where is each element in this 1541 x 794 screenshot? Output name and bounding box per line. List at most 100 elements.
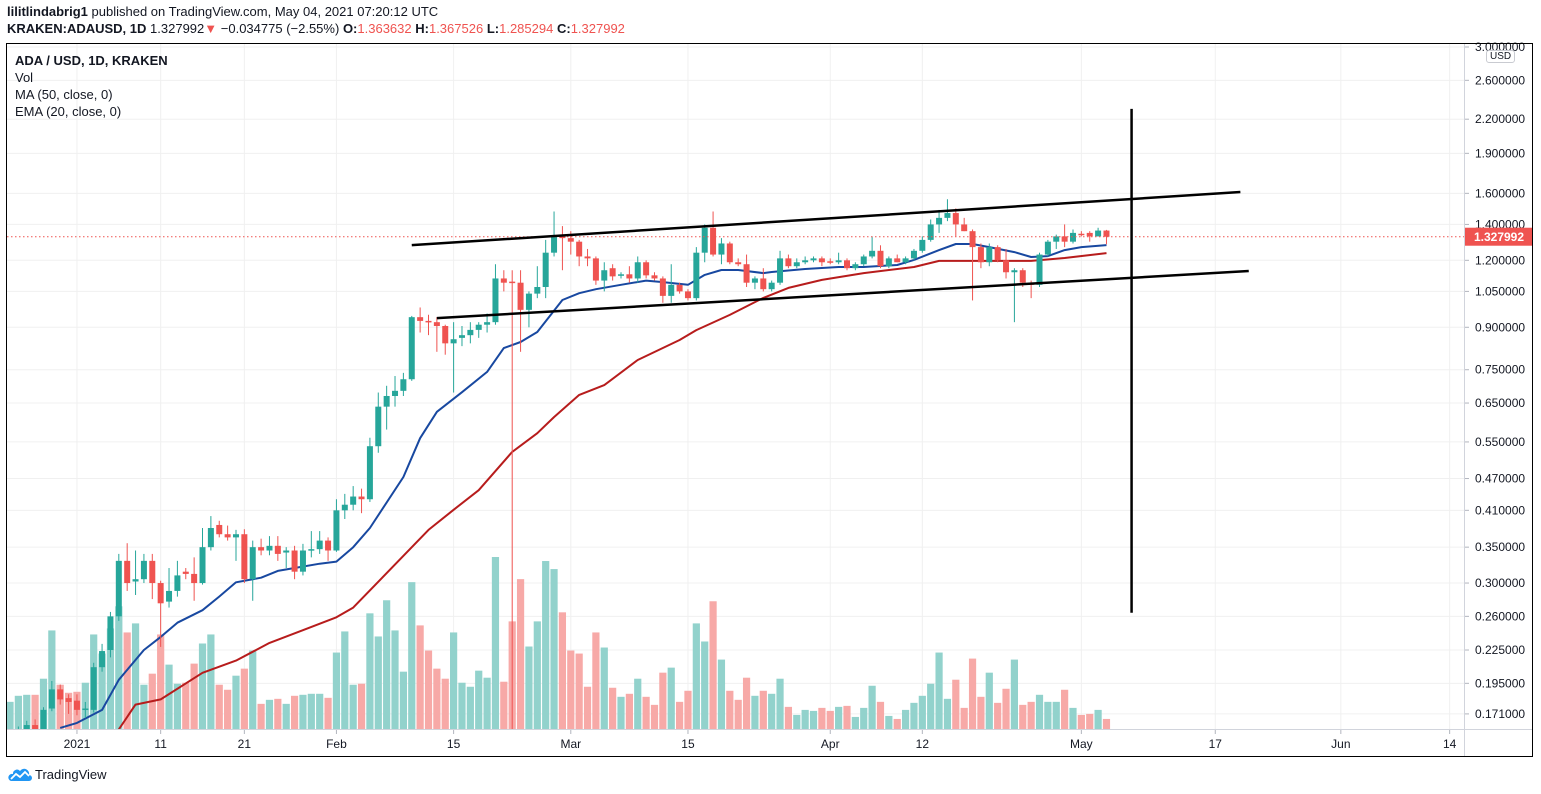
candle[interactable] [877, 245, 884, 269]
candle[interactable] [626, 266, 633, 283]
candle[interactable] [902, 256, 909, 265]
candle[interactable] [936, 209, 943, 233]
candle[interactable] [358, 488, 365, 514]
candle[interactable] [157, 580, 164, 647]
candle[interactable] [124, 543, 131, 591]
candle[interactable] [299, 543, 306, 576]
candle[interactable] [869, 236, 876, 259]
candle[interactable] [977, 243, 984, 269]
candle[interactable] [618, 272, 625, 279]
candle[interactable] [258, 538, 265, 556]
candle[interactable] [952, 208, 959, 237]
candle[interactable] [559, 226, 566, 271]
candle[interactable] [609, 264, 616, 281]
candle[interactable] [274, 536, 281, 561]
currency-badge[interactable]: USD [1486, 50, 1516, 63]
candle[interactable] [199, 528, 206, 585]
candle[interactable] [793, 258, 800, 269]
candle[interactable] [241, 529, 248, 584]
candle[interactable] [659, 276, 666, 303]
candle[interactable] [860, 254, 867, 267]
candle[interactable] [450, 322, 457, 393]
candle[interactable] [852, 262, 859, 271]
candle[interactable] [651, 272, 658, 281]
author-name[interactable]: lilitlindabrig1 [7, 4, 88, 19]
candle[interactable] [216, 520, 223, 538]
candle[interactable] [844, 258, 850, 271]
chart-pane[interactable] [6, 108, 1464, 794]
candle[interactable] [509, 270, 516, 794]
candle[interactable] [735, 258, 742, 267]
candle[interactable] [283, 547, 290, 569]
legend-ema[interactable]: EMA (20, close, 0) [15, 104, 122, 119]
candle[interactable] [525, 291, 532, 328]
candle[interactable] [718, 238, 725, 265]
candle[interactable] [910, 248, 917, 261]
candle[interactable] [467, 322, 474, 344]
candle[interactable] [484, 313, 491, 333]
candle[interactable] [1086, 231, 1093, 242]
candle[interactable] [90, 662, 97, 713]
trend-line-lower[interactable] [436, 269, 1249, 320]
candle[interactable] [534, 266, 541, 299]
candle[interactable] [224, 525, 231, 541]
candle[interactable] [919, 236, 926, 253]
candle[interactable] [417, 307, 424, 333]
candle[interactable] [107, 611, 114, 658]
candle[interactable] [961, 217, 968, 232]
candle[interactable] [366, 437, 373, 502]
candle[interactable] [1011, 268, 1018, 323]
candle[interactable] [48, 680, 55, 712]
candle[interactable] [777, 250, 784, 285]
candle[interactable] [99, 643, 106, 672]
candle[interactable] [82, 701, 89, 719]
candle[interactable] [1078, 231, 1085, 237]
candle[interactable] [40, 707, 47, 732]
candle[interactable] [676, 282, 683, 294]
candle[interactable] [207, 516, 214, 551]
candle[interactable] [458, 325, 465, 347]
candle[interactable] [885, 256, 892, 269]
candle[interactable] [500, 270, 507, 292]
candle[interactable] [835, 252, 842, 265]
candle[interactable] [726, 241, 733, 265]
candle[interactable] [333, 499, 340, 552]
candle[interactable] [425, 314, 432, 336]
candle[interactable] [818, 256, 825, 267]
candle[interactable] [768, 280, 775, 292]
candle[interactable] [325, 537, 332, 561]
candle[interactable] [693, 247, 700, 301]
candle[interactable] [400, 372, 407, 396]
candle[interactable] [1003, 248, 1010, 279]
candle[interactable] [1061, 224, 1068, 248]
candle[interactable] [927, 219, 934, 242]
candle[interactable] [132, 550, 139, 595]
candle[interactable] [760, 268, 767, 292]
candle[interactable] [701, 224, 708, 263]
candle[interactable] [969, 229, 976, 301]
candle[interactable] [475, 322, 482, 338]
candle[interactable] [140, 553, 147, 584]
candle[interactable] [57, 684, 64, 705]
candle[interactable] [266, 536, 273, 556]
legend-ma[interactable]: MA (50, close, 0) [15, 87, 113, 102]
candle[interactable] [576, 239, 583, 267]
candle[interactable] [542, 239, 549, 299]
candle[interactable] [191, 557, 198, 601]
candle[interactable] [994, 245, 1001, 263]
candle[interactable] [232, 529, 239, 561]
candle[interactable] [634, 256, 641, 283]
candle[interactable] [316, 531, 323, 554]
candle[interactable] [751, 276, 758, 290]
candle[interactable] [32, 719, 39, 735]
candle[interactable] [174, 560, 181, 597]
trend-line-upper[interactable] [411, 190, 1241, 247]
candle[interactable] [65, 694, 72, 714]
candle[interactable] [15, 726, 21, 741]
candle[interactable] [1069, 229, 1076, 244]
candle[interactable] [551, 211, 558, 257]
candle[interactable] [149, 553, 156, 600]
candle[interactable] [1036, 252, 1043, 288]
candle[interactable] [392, 376, 399, 407]
candle[interactable] [1103, 229, 1110, 245]
